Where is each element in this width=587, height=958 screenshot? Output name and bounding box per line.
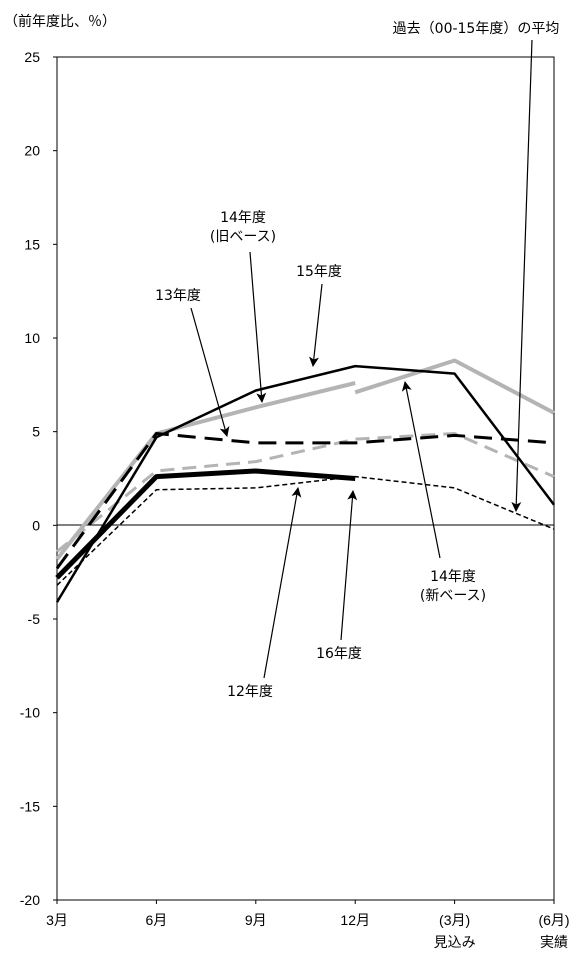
x-axis: 3月 6月 9月 12月 (3月) 見込み (6月) 実績: [46, 900, 570, 950]
ann-12-label: 12年度: [227, 684, 273, 700]
ann-16-label: 16年度: [316, 646, 362, 662]
x-tick-label: 3月: [46, 912, 68, 928]
plot-frame: [56, 56, 555, 901]
annotation-layer: 14年度 (旧ベース) 15年度 13年度 過去（00-15年度）の平均 14年度 (新ベー…: [155, 21, 559, 700]
y-tick-label: 25: [24, 49, 40, 65]
ann-14old-arrow: [249, 251, 267, 403]
ann-14new-sublabel: (新ベース): [420, 588, 486, 604]
ann-14new-label: 14年度: [430, 569, 476, 585]
x-tick-sublabel: 実績: [540, 934, 568, 950]
x-tick-sublabel: 見込み: [434, 934, 476, 950]
x-tick-label: 6月: [146, 912, 168, 928]
x-tick-label: 12月: [340, 912, 370, 928]
y-tick-label: 20: [24, 143, 40, 159]
ann-avg-arrow: [511, 39, 533, 512]
ann-14new-arrow: [401, 381, 441, 559]
y-tick-label: -15: [20, 798, 40, 814]
y-tick-label: 5: [32, 424, 40, 440]
ann-14old-sublabel: (旧ベース): [210, 229, 276, 245]
ann-16-arrow: [340, 490, 358, 641]
x-tick-label: (3月): [439, 912, 470, 928]
series-line-2: [55, 381, 356, 561]
y-tick-label: -20: [20, 892, 40, 908]
unit-label: （前年度比、％）: [4, 13, 116, 30]
y-tick-label: -10: [20, 705, 40, 721]
ann-13-arrow: [190, 307, 230, 437]
series-line-1: [55, 432, 555, 570]
y-tick-label: 0: [32, 517, 40, 533]
series-line-0: [55, 468, 356, 580]
ann-14old-label: 14年度: [220, 210, 266, 226]
ann-15-label: 15年度: [296, 264, 342, 280]
series-line-4: [55, 364, 555, 603]
series-line-5: [56, 432, 555, 553]
series-line-3: [354, 358, 555, 415]
y-tick-label: 15: [24, 236, 40, 252]
y-tick-label: -5: [28, 611, 41, 627]
x-tick-label: (6月): [538, 912, 569, 928]
ann-avg-label: 過去（00-15年度）の平均: [393, 21, 560, 37]
ann-13-label: 13年度: [155, 288, 201, 304]
ann-15-arrow: [309, 283, 323, 367]
series-layer: [55, 358, 555, 603]
y-axis: 25 20 15 10 5 0 -5 -10 -15 -20: [20, 49, 57, 908]
x-tick-label: 9月: [245, 912, 267, 928]
ann-12-arrow: [263, 487, 302, 679]
series-line-6: [56, 475, 555, 586]
y-tick-label: 10: [24, 330, 40, 346]
